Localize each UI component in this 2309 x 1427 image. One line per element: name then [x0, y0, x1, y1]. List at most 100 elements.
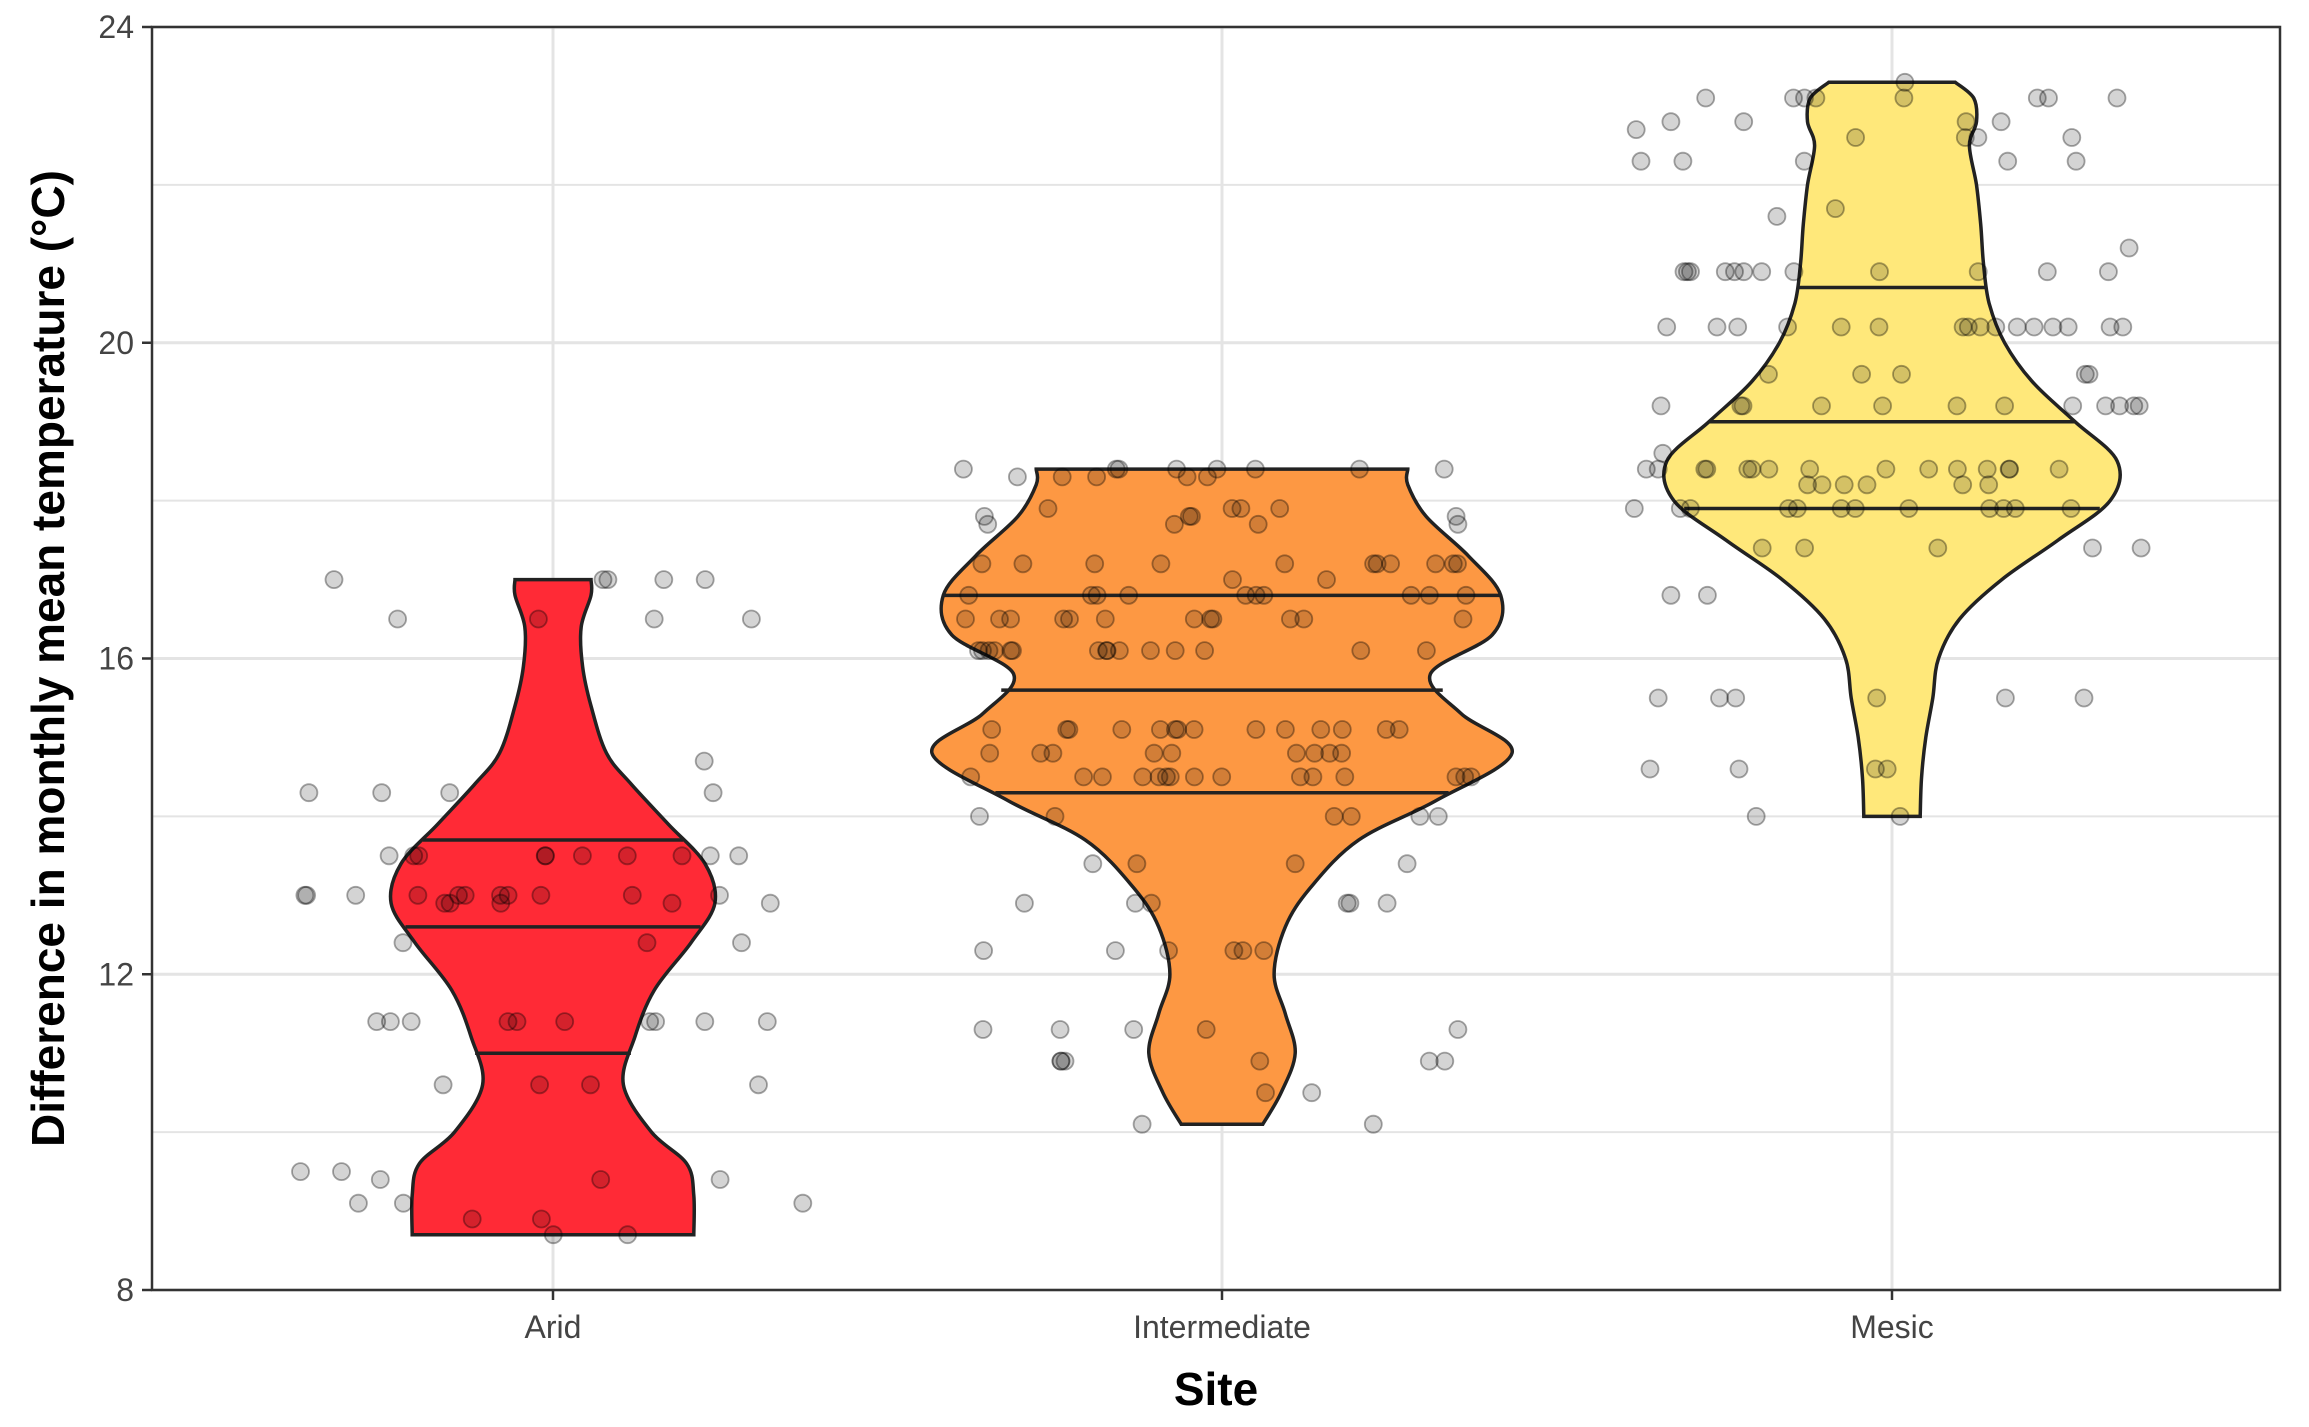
- data-point: [1324, 807, 1344, 826]
- data-point: [1051, 1051, 1071, 1071]
- data-point: [1958, 317, 1978, 337]
- data-point: [2075, 364, 2095, 384]
- data-point: [2098, 262, 2118, 282]
- data-point: [2113, 317, 2133, 337]
- data-point: [1674, 262, 1694, 282]
- data-point: [1953, 475, 1973, 495]
- data-point: [1895, 72, 1915, 92]
- data-point: [1759, 364, 1778, 384]
- data-point: [1106, 459, 1126, 479]
- data-point: [1738, 459, 1758, 479]
- data-point: [2100, 317, 2120, 337]
- data-point: [1159, 941, 1178, 960]
- data-point: [1132, 1114, 1152, 1134]
- data-point: [1752, 262, 1772, 282]
- data-point: [1119, 585, 1139, 605]
- data-point: [1697, 459, 1717, 479]
- data-point: [1448, 514, 1468, 534]
- data-point: [1986, 317, 2006, 337]
- data-point: [1059, 720, 1079, 739]
- data-point: [1651, 396, 1671, 416]
- data-point: [393, 933, 413, 953]
- data-point: [299, 783, 319, 803]
- data-point: [1201, 609, 1220, 629]
- data-point: [1956, 112, 1976, 132]
- data-point: [974, 941, 993, 960]
- data-point: [1728, 317, 1748, 337]
- data-point: [1890, 807, 1910, 826]
- data-point: [1224, 941, 1244, 960]
- data-point: [1112, 720, 1132, 739]
- data-point: [1233, 941, 1253, 960]
- data-point: [1695, 459, 1715, 479]
- data-point: [1419, 1051, 1439, 1071]
- data-point: [1093, 767, 1112, 787]
- data-point: [1015, 893, 1034, 913]
- data-point: [1734, 112, 1754, 132]
- data-point: [1892, 364, 1911, 384]
- data-point: [1151, 720, 1170, 739]
- data-point: [1734, 262, 1754, 282]
- data-point: [332, 1162, 351, 1181]
- data-point: [1953, 317, 1973, 337]
- data-point: [1428, 807, 1448, 826]
- data-point: [1052, 467, 1072, 487]
- data-point: [1681, 262, 1700, 282]
- data-point: [1054, 609, 1073, 629]
- data-point: [1876, 459, 1896, 479]
- data-point: [2110, 396, 2130, 416]
- data-point: [1845, 499, 1865, 518]
- data-point: [1453, 609, 1473, 629]
- data-point: [2066, 151, 2086, 171]
- data-point: [1087, 467, 1106, 487]
- data-point: [1082, 585, 1101, 605]
- data-point: [2049, 459, 2069, 479]
- data-point: [979, 641, 999, 660]
- data-point: [695, 1012, 715, 1031]
- data-point: [1275, 554, 1295, 574]
- data-point: [703, 783, 723, 803]
- data-point: [1410, 807, 1430, 826]
- data-point: [380, 1012, 400, 1031]
- data-point: [1141, 641, 1160, 660]
- data-point: [379, 846, 399, 866]
- violin-intermediate: [930, 467, 1514, 1126]
- data-point: [970, 807, 989, 826]
- data-point: [1846, 128, 1865, 147]
- data-point: [1182, 507, 1201, 526]
- data-point: [1857, 475, 1877, 495]
- data-point: [1045, 807, 1065, 826]
- data-point: [1752, 538, 1772, 558]
- data-point: [985, 641, 1004, 660]
- data-point: [695, 570, 715, 589]
- data-point: [1710, 688, 1729, 708]
- y-axis-title: Difference in monthly mean temperature (…: [22, 170, 74, 1147]
- axes: 8 12 16 20 24 Arid Intermediate Mesic: [98, 9, 1933, 1345]
- data-point: [1434, 459, 1454, 479]
- data-point: [1389, 720, 1409, 739]
- data-point: [1203, 609, 1223, 629]
- data-point: [1968, 128, 1988, 147]
- data-point: [1212, 767, 1232, 787]
- data-point: [2119, 238, 2139, 258]
- data-point: [532, 1209, 551, 1229]
- data-point: [980, 743, 1000, 763]
- data-point: [1085, 554, 1105, 574]
- data-point: [2058, 317, 2078, 337]
- x-tick-label-intermediate: Intermediate: [1133, 1309, 1311, 1345]
- data-point: [1377, 893, 1397, 913]
- data-point: [1185, 767, 1204, 787]
- data-point: [455, 885, 475, 905]
- data-point: [1087, 585, 1107, 605]
- data-point: [372, 783, 392, 803]
- data-point: [1456, 585, 1476, 605]
- data-point: [1050, 1020, 1070, 1039]
- data-point: [1869, 317, 1889, 337]
- data-point: [1340, 893, 1360, 913]
- data-point: [961, 767, 981, 787]
- data-point: [1626, 120, 1646, 140]
- data-point: [1043, 743, 1063, 763]
- data-point: [1317, 570, 1336, 589]
- data-point: [507, 1012, 527, 1031]
- data-point: [1812, 475, 1832, 495]
